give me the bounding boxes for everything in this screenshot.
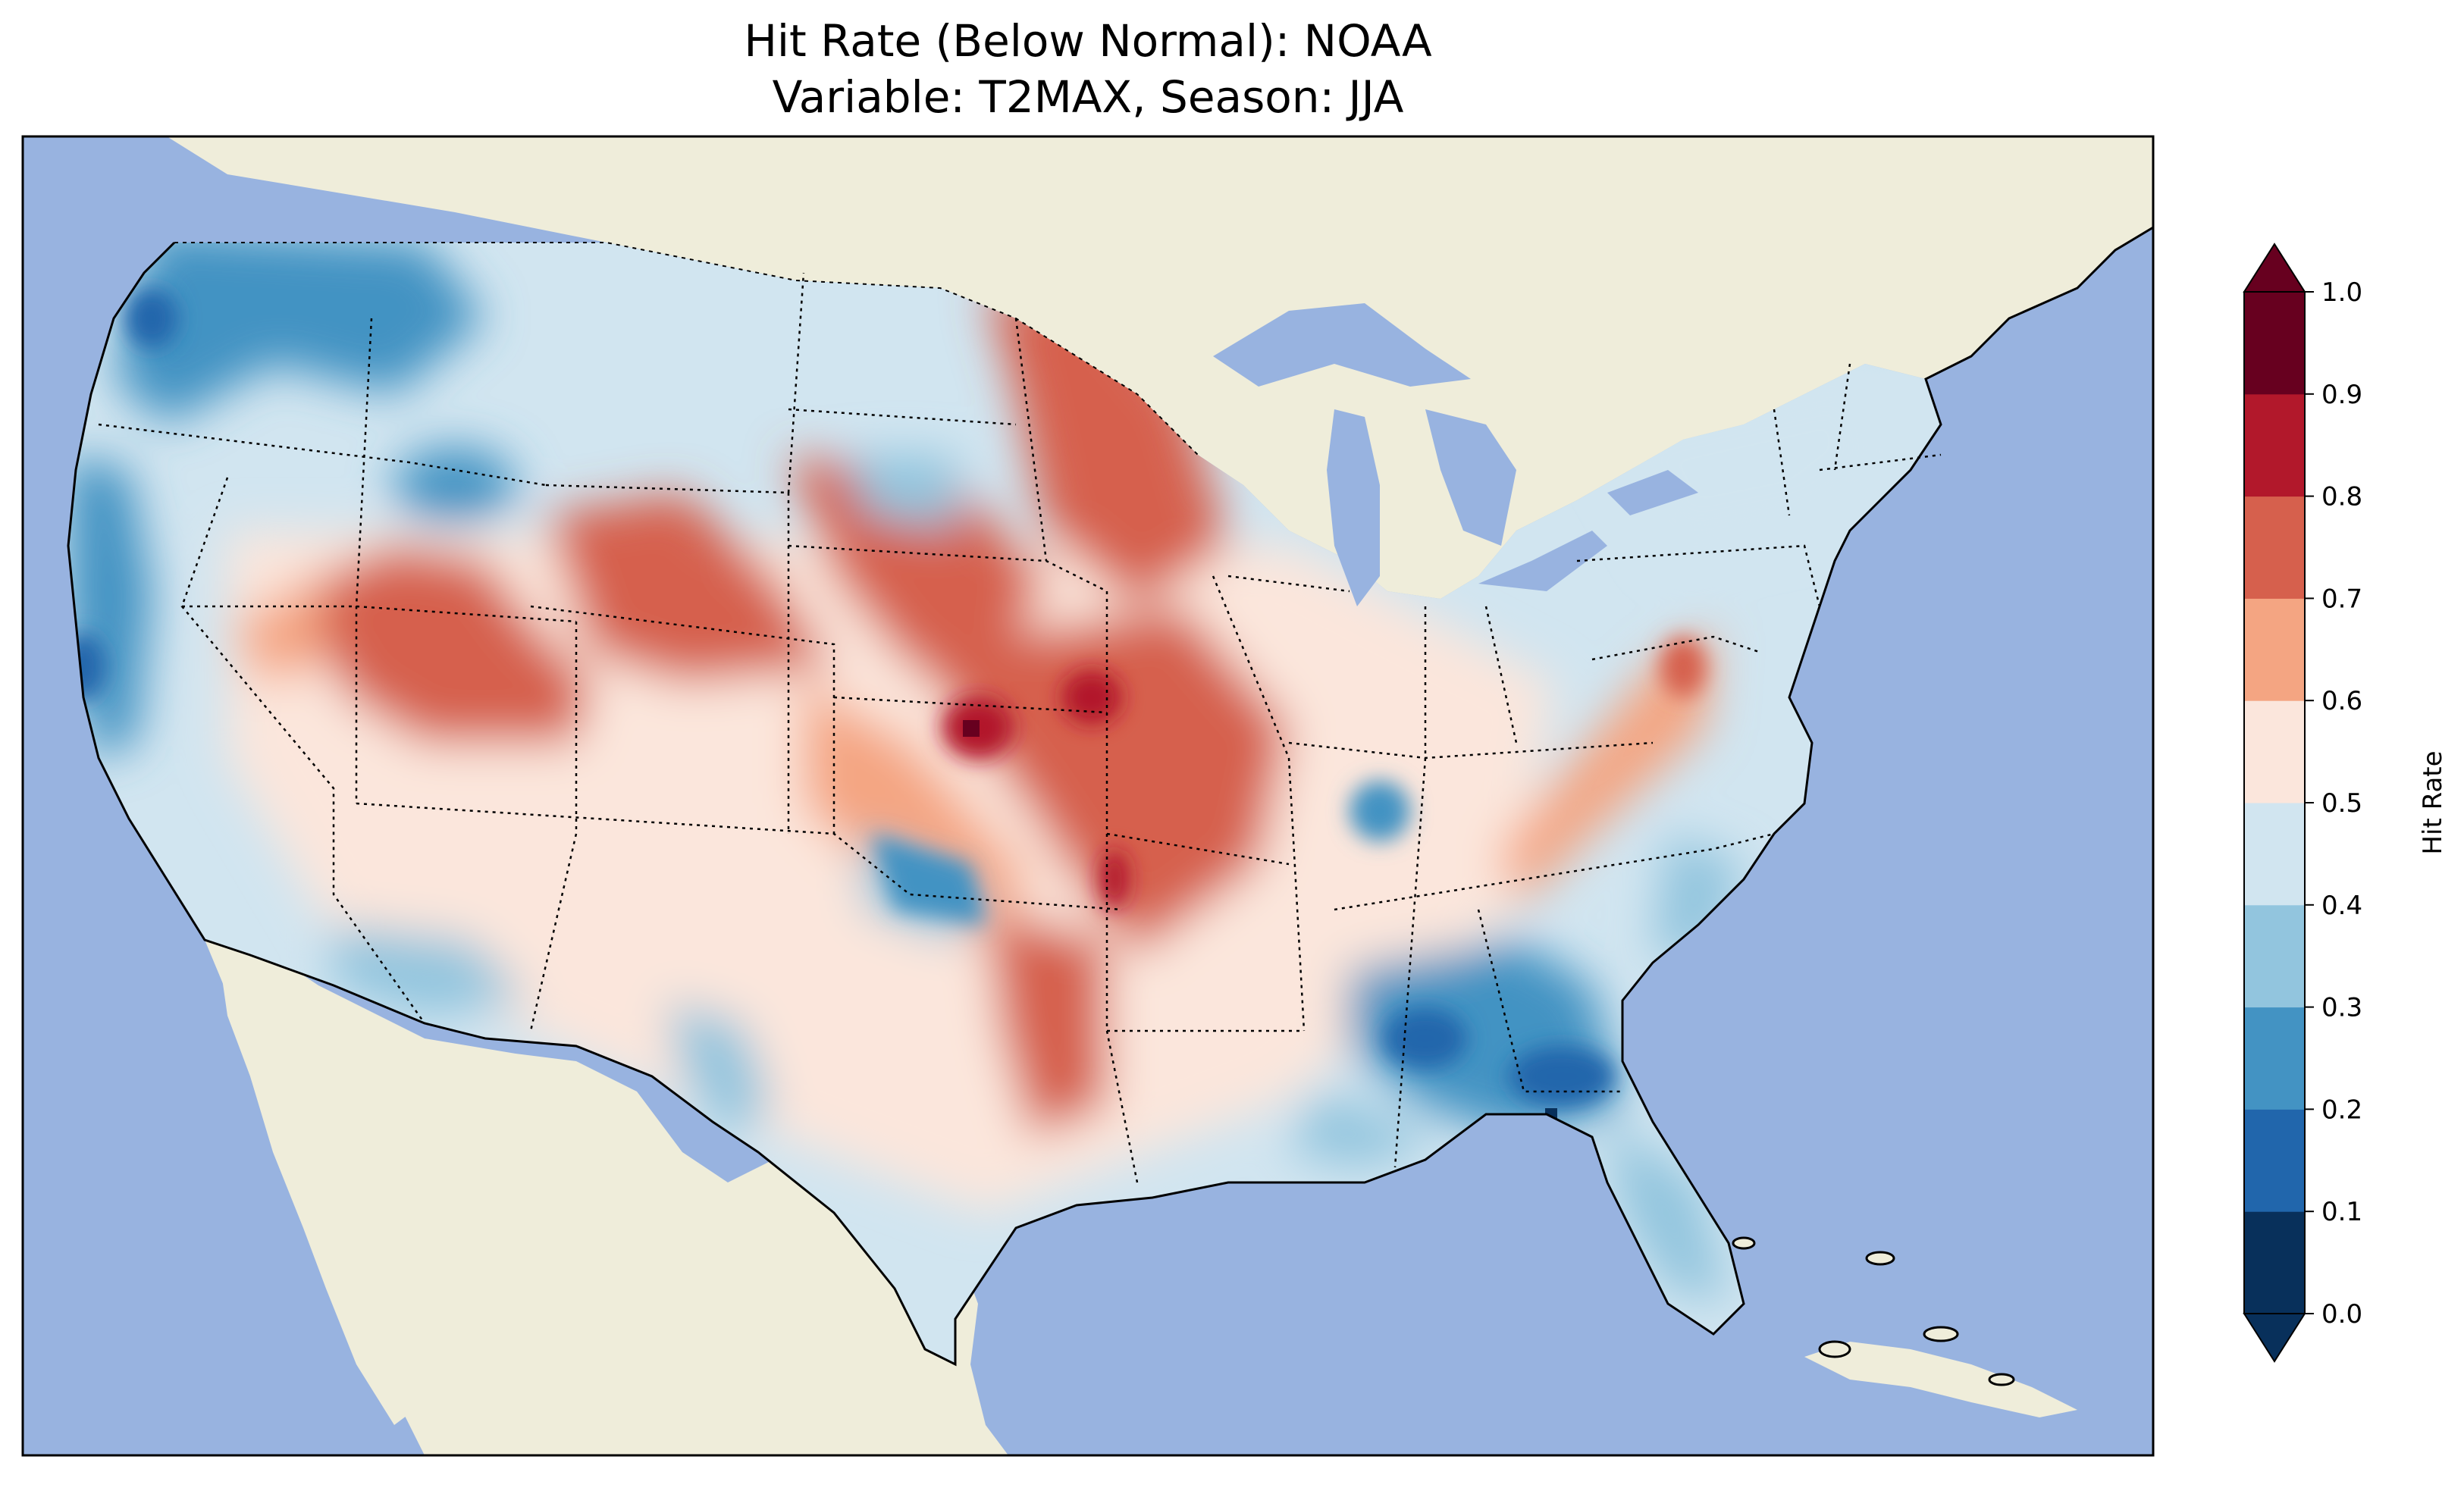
colorbar-tick-label: 0.9 bbox=[2321, 380, 2362, 410]
hit-rate-field bbox=[68, 243, 1911, 1304]
colorbar-segment bbox=[2244, 496, 2305, 599]
canada-land bbox=[23, 136, 2153, 599]
colorbar-tick-label: 0.3 bbox=[2321, 993, 2362, 1023]
colorbar-tick-label: 0.8 bbox=[2321, 482, 2362, 512]
colorbar-tick-label: 0.1 bbox=[2321, 1197, 2362, 1227]
title-line-1: Hit Rate (Below Normal): NOAA bbox=[744, 15, 1432, 67]
great-lakes bbox=[1213, 303, 1698, 606]
colorbar-tick-label: 1.0 bbox=[2321, 277, 2362, 308]
colorbar-segment bbox=[2244, 904, 2305, 1008]
colorbar-segment bbox=[2244, 393, 2305, 497]
colorbar-extend-max bbox=[2243, 243, 2306, 293]
colorbar-tick-label: 0.6 bbox=[2321, 686, 2362, 716]
conus-outline bbox=[67, 226, 2153, 1367]
colorbar-tick-label: 0.2 bbox=[2321, 1095, 2362, 1125]
lake-superior bbox=[1213, 303, 1471, 387]
colorbar-tick-label: 0.5 bbox=[2321, 788, 2362, 819]
baja-land bbox=[220, 963, 425, 1425]
colorbar-segment bbox=[2244, 1211, 2305, 1314]
colorbar-tick-label: 0.4 bbox=[2321, 891, 2362, 921]
cuba-land bbox=[1804, 1342, 2077, 1417]
colorbar-extend-min bbox=[2243, 1313, 2306, 1363]
state-borders bbox=[98, 272, 1942, 1183]
mexico-land bbox=[205, 940, 1008, 1455]
colorbar-segment bbox=[2244, 803, 2305, 906]
lake-ontario bbox=[1607, 470, 1698, 515]
colorbar-ticks: 0.0 0.1 0.2 0.3 0.4 0.5 0.6 0.7 0.8 0.9 1.0 bbox=[2305, 277, 2362, 1330]
colorbar-segment bbox=[2244, 1109, 2305, 1212]
map-frame bbox=[21, 135, 2155, 1457]
lake-huron bbox=[1425, 409, 1516, 546]
colorbar-segment bbox=[2244, 598, 2305, 701]
colorbar-label: Hit Rate bbox=[2418, 750, 2448, 854]
lake-michigan bbox=[1327, 409, 1380, 606]
map-panel bbox=[23, 136, 2153, 1455]
colorbar-segments bbox=[2244, 292, 2305, 1314]
colorbar-tick-label: 0.7 bbox=[2321, 584, 2362, 614]
colorbar: 0.0 0.1 0.2 0.3 0.4 0.5 0.6 0.7 0.8 0.9 1.0 Hit Ra… bbox=[2243, 243, 2448, 1363]
lake-erie bbox=[1478, 531, 1607, 591]
canada-border bbox=[174, 242, 1199, 456]
title-line-2: Variable: T2MAX, Season: JJA bbox=[773, 71, 1404, 123]
colorbar-segment bbox=[2244, 700, 2305, 803]
colorbar-segment bbox=[2244, 1007, 2305, 1110]
islands bbox=[1732, 1236, 2015, 1386]
colorbar-tick-label: 0.0 bbox=[2321, 1299, 2362, 1330]
colorbar-segment bbox=[2244, 292, 2305, 395]
